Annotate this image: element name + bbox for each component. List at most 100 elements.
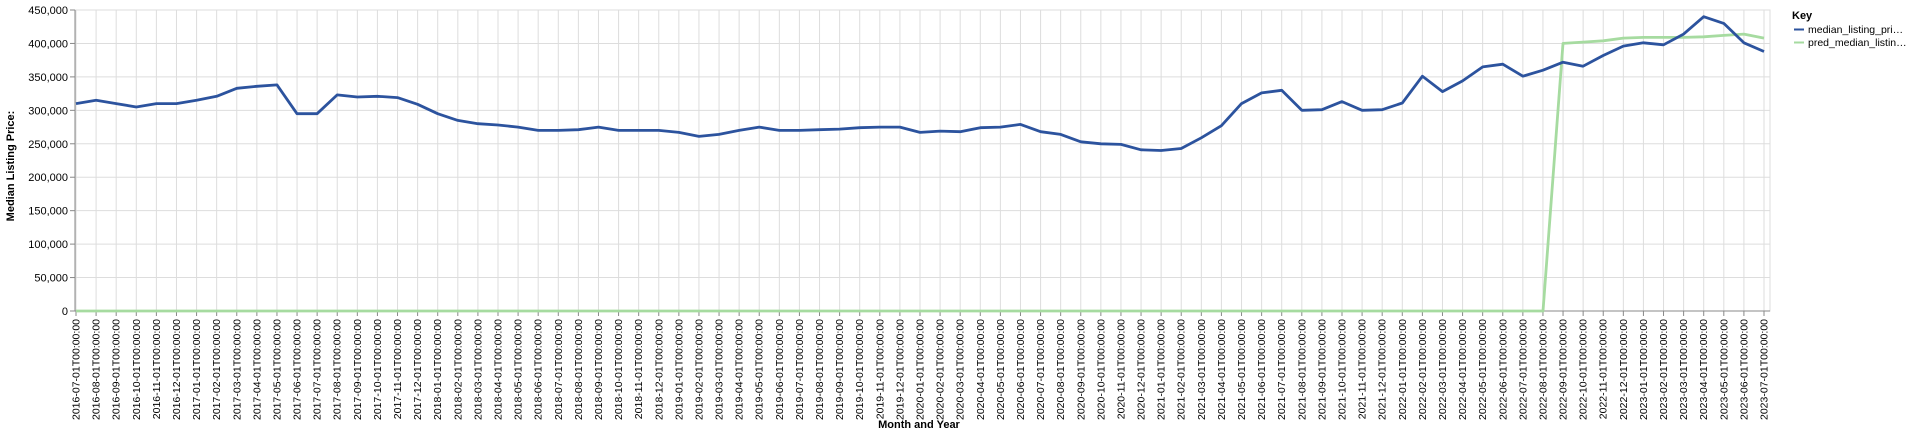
x-tick-label: 2017-10-01T00:00:00 (372, 319, 384, 420)
x-tick-label: 2019-06-01T00:00:00 (774, 319, 786, 420)
x-tick-label: 2022-12-01T00:00:00 (1618, 319, 1630, 420)
x-tick-label: 2020-10-01T00:00:00 (1095, 319, 1107, 420)
x-tick-label: 2020-04-01T00:00:00 (975, 319, 987, 420)
x-tick-label: 2023-06-01T00:00:00 (1738, 319, 1750, 420)
x-tick-label: 2017-09-01T00:00:00 (352, 319, 364, 420)
x-tick-label: 2022-08-01T00:00:00 (1537, 319, 1549, 420)
x-tick-label: 2022-05-01T00:00:00 (1477, 319, 1489, 420)
series-line-median-listing-price (75, 15, 1765, 152)
x-tick-label: 2019-12-01T00:00:00 (894, 319, 906, 420)
x-tick-label: 2017-03-01T00:00:00 (231, 319, 243, 420)
x-tick-label: 2021-04-01T00:00:00 (1216, 319, 1228, 420)
y-tick-label: 200,000 (28, 172, 68, 184)
x-tick-label: 2016-09-01T00:00:00 (111, 319, 123, 420)
x-tick-label: 2020-08-01T00:00:00 (1055, 319, 1067, 420)
x-tick-label: 2020-06-01T00:00:00 (1015, 319, 1027, 420)
x-tick-label: 2020-05-01T00:00:00 (995, 319, 1007, 420)
x-tick-label: 2018-12-01T00:00:00 (653, 319, 665, 420)
y-tick-label: 0 (62, 306, 68, 318)
x-tick-label: 2017-01-01T00:00:00 (191, 319, 203, 420)
x-tick-label: 2017-06-01T00:00:00 (292, 319, 304, 420)
x-tick-label: 2021-11-01T00:00:00 (1357, 319, 1369, 419)
x-tick-label: 2016-07-01T00:00:00 (71, 319, 83, 420)
x-tick-label: 2017-07-01T00:00:00 (312, 319, 324, 420)
x-tick-label: 2021-05-01T00:00:00 (1236, 319, 1248, 420)
x-tick-label: 2019-01-01T00:00:00 (673, 319, 685, 420)
x-tick-label: 2021-02-01T00:00:00 (1176, 319, 1188, 420)
x-tick-label: 2018-03-01T00:00:00 (472, 319, 484, 420)
x-tick-label: 2021-07-01T00:00:00 (1276, 319, 1288, 420)
x-tick-label: 2019-07-01T00:00:00 (794, 319, 806, 420)
x-tick-label: 2023-04-01T00:00:00 (1698, 319, 1710, 420)
x-axis-title: Month and Year (878, 419, 960, 431)
x-tick-label: 2017-08-01T00:00:00 (332, 319, 344, 420)
y-tick-label: 50,000 (34, 273, 68, 285)
legend-label: pred_median_listin… (1808, 37, 1907, 49)
y-tick-label: 300,000 (28, 105, 68, 117)
x-tick-label: 2018-10-01T00:00:00 (613, 319, 625, 420)
x-tick-label: 2020-02-01T00:00:00 (935, 319, 947, 420)
y-tick-label: 250,000 (28, 139, 68, 151)
x-tick-label: 2018-01-01T00:00:00 (432, 319, 444, 420)
y-tick-label: 150,000 (28, 206, 68, 218)
x-tick-label: 2021-06-01T00:00:00 (1256, 319, 1268, 420)
x-tick-label: 2020-11-01T00:00:00 (1115, 319, 1127, 419)
x-tick-label: 2023-02-01T00:00:00 (1658, 319, 1670, 420)
x-tick-label: 2021-03-01T00:00:00 (1196, 319, 1208, 420)
y-tick-label: 100,000 (28, 239, 68, 251)
x-tick-label: 2016-12-01T00:00:00 (171, 319, 183, 420)
legend: Key median_listing_pri…pred_median_listi… (1792, 10, 1907, 49)
y-axis: 0 50,000 100,000 150,000 200,000 250,000 300,0… (28, 5, 76, 318)
x-tick-label: 2020-03-01T00:00:00 (955, 319, 967, 420)
legend-label: median_listing_pri… (1808, 24, 1903, 36)
series-lines (75, 15, 1765, 313)
x-tick-label: 2019-03-01T00:00:00 (714, 319, 726, 420)
x-tick-label: 2021-12-01T00:00:00 (1377, 319, 1389, 420)
x-tick-label: 2022-09-01T00:00:00 (1558, 319, 1570, 420)
x-tick-label: 2021-10-01T00:00:00 (1337, 319, 1349, 420)
x-tick-label: 2020-01-01T00:00:00 (915, 319, 927, 420)
x-axis: 2016-07-01T00:00:00 2016-08-01T00:00:00 20… (71, 310, 1771, 420)
x-tick-label: 2019-09-01T00:00:00 (834, 319, 846, 420)
x-tick-label: 2022-02-01T00:00:00 (1417, 319, 1429, 420)
x-tick-label: 2017-05-01T00:00:00 (271, 319, 283, 420)
x-tick-label: 2020-09-01T00:00:00 (1075, 319, 1087, 420)
x-tick-label: 2022-07-01T00:00:00 (1517, 319, 1529, 420)
x-tick-label: 2020-12-01T00:00:00 (1136, 319, 1148, 420)
x-tick-label: 2019-08-01T00:00:00 (814, 319, 826, 420)
x-tick-label: 2022-10-01T00:00:00 (1578, 319, 1590, 420)
x-tick-label: 2018-09-01T00:00:00 (593, 319, 605, 420)
x-tick-label: 2017-11-01T00:00:00 (392, 319, 404, 419)
x-tick-label: 2023-01-01T00:00:00 (1638, 319, 1650, 420)
x-tick-label: 2022-06-01T00:00:00 (1497, 319, 1509, 420)
x-tick-label: 2019-11-01T00:00:00 (874, 319, 886, 419)
x-tick-label: 2019-05-01T00:00:00 (754, 319, 766, 420)
x-tick-label: 2018-08-01T00:00:00 (573, 319, 585, 420)
legend-title: Key (1792, 10, 1813, 22)
x-tick-label: 2023-07-01T00:00:00 (1759, 319, 1771, 420)
y-tick-label: 450,000 (28, 5, 68, 17)
y-axis-title: Median Listing Price: (5, 111, 17, 222)
x-tick-label: 2022-01-01T00:00:00 (1397, 319, 1409, 420)
x-tick-label: 2018-07-01T00:00:00 (553, 319, 565, 420)
x-tick-label: 2022-11-01T00:00:00 (1598, 319, 1610, 419)
x-tick-label: 2021-01-01T00:00:00 (1156, 319, 1168, 420)
series-line-pred-median-listing-price (76, 32, 1765, 313)
gridlines (74, 9, 1771, 312)
x-tick-label: 2020-07-01T00:00:00 (1035, 319, 1047, 420)
x-tick-label: 2016-10-01T00:00:00 (131, 319, 143, 420)
plot-frame (74, 9, 1771, 312)
x-tick-label: 2018-05-01T00:00:00 (513, 319, 525, 420)
x-tick-label: 2017-04-01T00:00:00 (251, 319, 263, 420)
y-tick-label: 350,000 (28, 72, 68, 84)
x-tick-label: 2018-04-01T00:00:00 (493, 319, 505, 420)
y-tick-label: 400,000 (28, 38, 68, 50)
x-tick-label: 2018-11-01T00:00:00 (633, 319, 645, 419)
x-tick-label: 2018-02-01T00:00:00 (452, 319, 464, 420)
x-tick-label: 2021-08-01T00:00:00 (1296, 319, 1308, 420)
x-tick-label: 2023-03-01T00:00:00 (1678, 319, 1690, 420)
x-tick-label: 2023-05-01T00:00:00 (1718, 319, 1730, 420)
x-tick-label: 2019-02-01T00:00:00 (693, 319, 705, 420)
x-tick-label: 2021-09-01T00:00:00 (1316, 319, 1328, 420)
